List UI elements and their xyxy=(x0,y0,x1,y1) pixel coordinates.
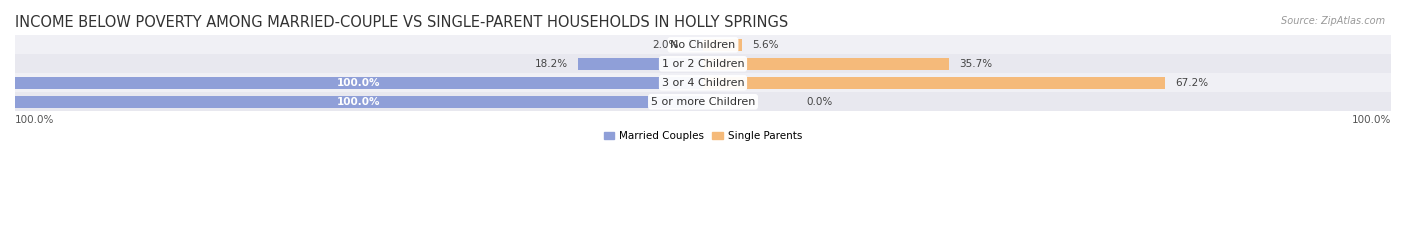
Bar xyxy=(15,92,1391,111)
Text: 100.0%: 100.0% xyxy=(337,78,381,88)
Bar xyxy=(578,58,703,70)
Text: 2.0%: 2.0% xyxy=(652,40,679,50)
Text: 100.0%: 100.0% xyxy=(337,97,381,107)
Text: No Children: No Children xyxy=(671,40,735,50)
Bar xyxy=(15,96,703,108)
Text: 5.6%: 5.6% xyxy=(752,40,779,50)
Legend: Married Couples, Single Parents: Married Couples, Single Parents xyxy=(599,127,807,146)
Text: 67.2%: 67.2% xyxy=(1175,78,1209,88)
Text: 35.7%: 35.7% xyxy=(959,59,993,69)
Bar xyxy=(15,54,1391,73)
Bar xyxy=(703,77,1166,89)
Text: 0.0%: 0.0% xyxy=(806,97,832,107)
Text: 1 or 2 Children: 1 or 2 Children xyxy=(662,59,744,69)
Text: 100.0%: 100.0% xyxy=(1351,115,1391,125)
Text: 18.2%: 18.2% xyxy=(534,59,568,69)
Text: Source: ZipAtlas.com: Source: ZipAtlas.com xyxy=(1281,16,1385,26)
Bar xyxy=(15,35,1391,54)
Bar xyxy=(15,73,1391,92)
Text: 5 or more Children: 5 or more Children xyxy=(651,97,755,107)
Text: 3 or 4 Children: 3 or 4 Children xyxy=(662,78,744,88)
Bar xyxy=(15,77,703,89)
Bar xyxy=(689,39,703,51)
Text: INCOME BELOW POVERTY AMONG MARRIED-COUPLE VS SINGLE-PARENT HOUSEHOLDS IN HOLLY S: INCOME BELOW POVERTY AMONG MARRIED-COUPL… xyxy=(15,15,789,30)
Text: 100.0%: 100.0% xyxy=(15,115,55,125)
Bar xyxy=(703,58,949,70)
Bar xyxy=(703,39,741,51)
